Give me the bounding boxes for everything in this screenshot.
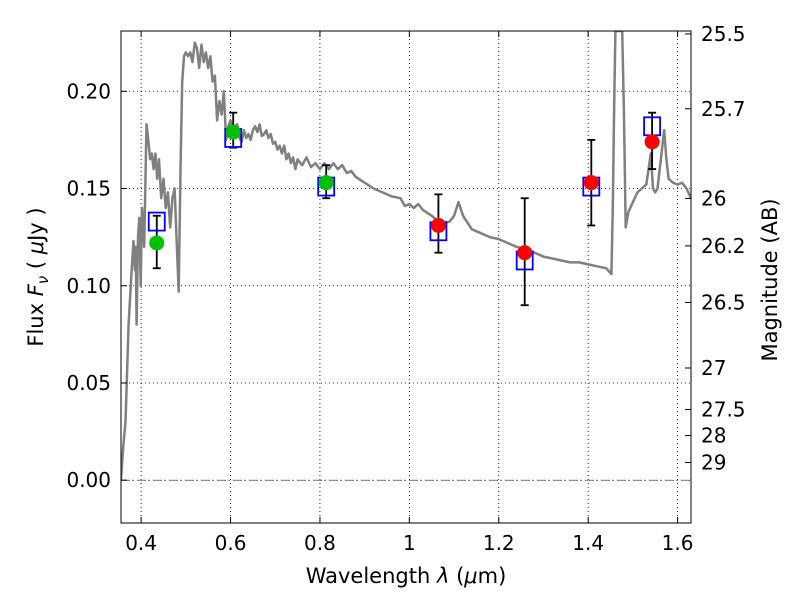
data-point-circle — [583, 175, 599, 191]
y2-tick-label: 27 — [701, 356, 726, 380]
y-axis-label: Flux Fν ( μJy ) — [24, 207, 52, 346]
model-spectrum — [121, 31, 691, 481]
y2-tick-label: 27.5 — [701, 397, 746, 421]
plot-frame — [120, 30, 692, 524]
y2-tick-label: 26.5 — [701, 290, 746, 314]
data-point-circle — [225, 124, 241, 140]
data-point-circle — [149, 235, 165, 251]
plot-area — [121, 31, 691, 481]
data-point-circle — [318, 175, 334, 191]
x-tick-label: 1.6 — [662, 531, 694, 555]
y-axis-ticks: 0.00 0.05 0.10 0.15 0.20 — [66, 79, 127, 492]
x-tick-label: 1.2 — [483, 531, 515, 555]
circle-markers — [149, 124, 660, 261]
error-bars — [152, 111, 657, 307]
data-point-circle — [517, 245, 533, 261]
y-tick-label: 0.00 — [66, 468, 111, 492]
y2-tick-label: 29 — [701, 451, 726, 475]
y2-tick-label: 25.7 — [701, 97, 746, 121]
data-point-square — [147, 211, 166, 232]
x-tick-label: 0.4 — [125, 531, 157, 555]
y2-tick-label: 25.5 — [701, 22, 746, 46]
grid-lines — [121, 31, 691, 523]
y-tick-label: 0.05 — [66, 371, 111, 395]
y-tick-label: 0.20 — [66, 79, 111, 103]
y2-tick-label: 26 — [701, 186, 726, 210]
y2-tick-label: 28 — [701, 423, 726, 447]
x-tick-label: 1.4 — [572, 531, 604, 555]
y-tick-label: 0.10 — [66, 274, 111, 298]
y2-tick-label: 26.2 — [701, 234, 746, 258]
x-axis-ticks: 0.4 0.6 0.8 1 1.2 1.4 1.6 — [125, 31, 693, 555]
spectrum-line — [121, 31, 691, 481]
y2-axis-ticks: 25.5 25.7 26 26.2 26.5 27 27.528 29 — [685, 22, 746, 475]
y-tick-label: 0.15 — [66, 177, 111, 201]
data-point-circle — [644, 134, 660, 150]
x-tick-label: 0.8 — [304, 531, 336, 555]
y2-axis-label: Magnitude (AB) — [758, 198, 782, 361]
x-tick-label: 0.6 — [215, 531, 247, 555]
x-tick-label: 1 — [403, 531, 416, 555]
open-square-markers — [147, 116, 662, 271]
x-axis-label: Wavelength λ (μm) — [306, 564, 507, 588]
data-point-circle — [430, 217, 446, 233]
